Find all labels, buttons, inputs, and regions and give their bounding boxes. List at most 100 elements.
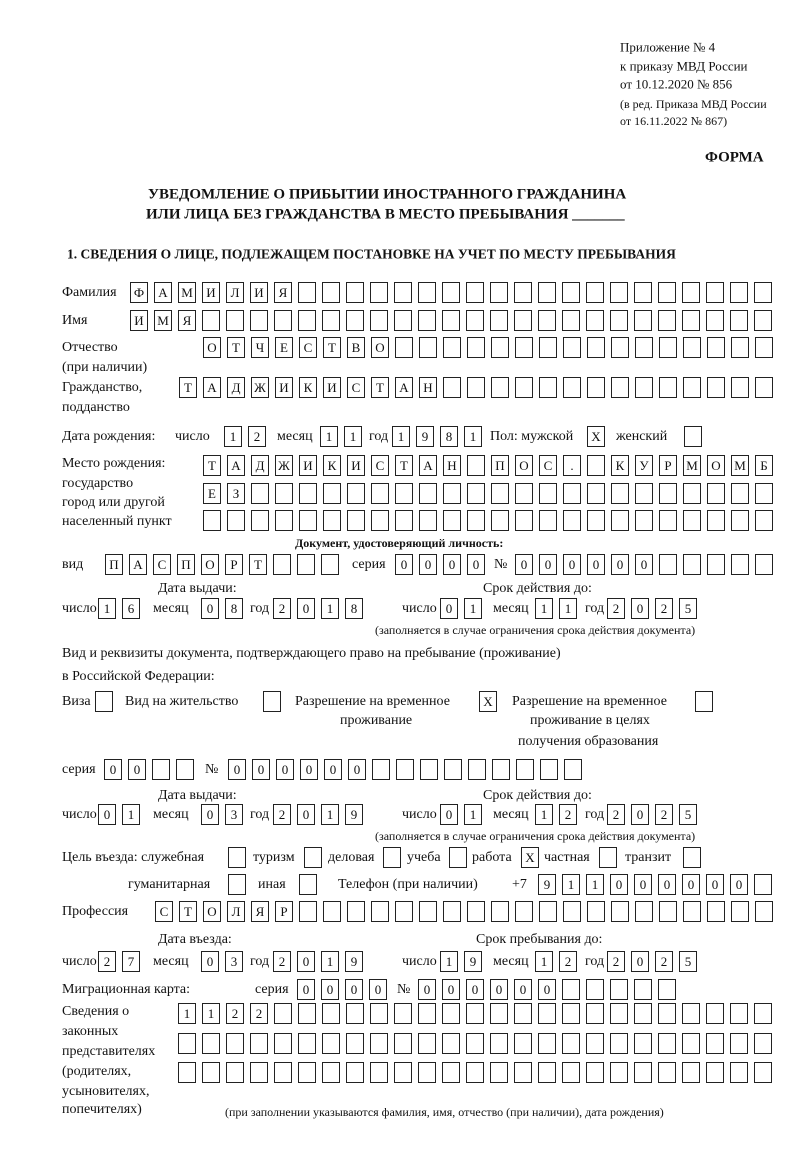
checkbox[interactable] xyxy=(263,691,281,712)
char-cell[interactable] xyxy=(490,310,508,331)
char-cell[interactable]: 1 xyxy=(464,804,482,825)
char-cell[interactable]: Н xyxy=(443,455,461,476)
char-cell[interactable]: Т xyxy=(249,554,267,575)
char-cell[interactable] xyxy=(635,901,653,922)
char-cell[interactable]: Т xyxy=(179,901,197,922)
char-cell[interactable] xyxy=(322,1003,340,1024)
char-cell[interactable]: 1 xyxy=(202,1003,220,1024)
char-cell[interactable]: Ф xyxy=(130,282,148,303)
char-cell[interactable] xyxy=(611,337,629,358)
char-cell[interactable] xyxy=(707,901,725,922)
char-cell[interactable]: 0 xyxy=(539,554,557,575)
char-cell[interactable] xyxy=(539,483,557,504)
char-cell[interactable] xyxy=(273,554,291,575)
char-cell[interactable] xyxy=(658,282,676,303)
char-cell[interactable]: И xyxy=(347,455,365,476)
char-cell[interactable]: 1 xyxy=(224,426,242,447)
char-cell[interactable] xyxy=(370,1033,388,1054)
char-cell[interactable] xyxy=(707,510,725,531)
char-cell[interactable]: 3 xyxy=(225,804,243,825)
char-cell[interactable] xyxy=(755,554,773,575)
char-cell[interactable] xyxy=(491,483,509,504)
char-cell[interactable] xyxy=(347,901,365,922)
char-cell[interactable] xyxy=(754,874,772,895)
char-cell[interactable] xyxy=(682,1003,700,1024)
char-cell[interactable]: 6 xyxy=(122,598,140,619)
char-cell[interactable] xyxy=(274,1003,292,1024)
char-cell[interactable]: 0 xyxy=(490,979,508,1000)
char-cell[interactable]: К xyxy=(299,377,317,398)
checkbox[interactable]: X xyxy=(521,847,539,868)
char-cell[interactable]: Е xyxy=(203,483,221,504)
char-cell[interactable] xyxy=(442,1062,460,1083)
char-cell[interactable]: Я xyxy=(178,310,196,331)
char-cell[interactable] xyxy=(250,1062,268,1083)
char-cell[interactable] xyxy=(538,1062,556,1083)
char-cell[interactable] xyxy=(322,1062,340,1083)
char-cell[interactable]: Ж xyxy=(275,455,293,476)
checkbox[interactable] xyxy=(695,691,713,712)
char-cell[interactable]: Р xyxy=(659,455,677,476)
char-cell[interactable] xyxy=(562,282,580,303)
char-cell[interactable] xyxy=(346,1033,364,1054)
char-cell[interactable] xyxy=(562,310,580,331)
char-cell[interactable] xyxy=(371,901,389,922)
char-cell[interactable]: 3 xyxy=(225,951,243,972)
char-cell[interactable] xyxy=(298,1033,316,1054)
char-cell[interactable]: 0 xyxy=(466,979,484,1000)
char-cell[interactable] xyxy=(587,483,605,504)
char-cell[interactable]: В xyxy=(347,337,365,358)
char-cell[interactable]: 1 xyxy=(586,874,604,895)
char-cell[interactable] xyxy=(587,510,605,531)
char-cell[interactable] xyxy=(442,1003,460,1024)
char-cell[interactable]: 2 xyxy=(98,951,116,972)
char-cell[interactable] xyxy=(370,1062,388,1083)
char-cell[interactable] xyxy=(562,979,580,1000)
char-cell[interactable] xyxy=(659,554,677,575)
char-cell[interactable] xyxy=(587,377,605,398)
char-cell[interactable] xyxy=(298,1062,316,1083)
char-cell[interactable] xyxy=(755,337,773,358)
char-cell[interactable]: Т xyxy=(179,377,197,398)
char-cell[interactable] xyxy=(466,1003,484,1024)
char-cell[interactable] xyxy=(658,310,676,331)
char-cell[interactable] xyxy=(587,455,605,476)
char-cell[interactable] xyxy=(394,1033,412,1054)
char-cell[interactable]: 1 xyxy=(562,874,580,895)
char-cell[interactable]: У xyxy=(635,455,653,476)
char-cell[interactable]: 0 xyxy=(730,874,748,895)
char-cell[interactable]: 0 xyxy=(297,951,315,972)
char-cell[interactable] xyxy=(707,337,725,358)
char-cell[interactable]: 0 xyxy=(514,979,532,1000)
char-cell[interactable] xyxy=(299,901,317,922)
char-cell[interactable] xyxy=(322,1033,340,1054)
checkbox[interactable] xyxy=(228,874,246,895)
char-cell[interactable]: 0 xyxy=(443,554,461,575)
char-cell[interactable]: О xyxy=(201,554,219,575)
char-cell[interactable] xyxy=(515,483,533,504)
char-cell[interactable] xyxy=(634,310,652,331)
char-cell[interactable]: 0 xyxy=(252,759,270,780)
char-cell[interactable] xyxy=(444,759,462,780)
char-cell[interactable] xyxy=(658,1062,676,1083)
char-cell[interactable] xyxy=(563,510,581,531)
char-cell[interactable] xyxy=(178,1062,196,1083)
char-cell[interactable]: 0 xyxy=(631,951,649,972)
char-cell[interactable] xyxy=(682,282,700,303)
char-cell[interactable] xyxy=(419,901,437,922)
char-cell[interactable] xyxy=(610,282,628,303)
char-cell[interactable]: 0 xyxy=(419,554,437,575)
char-cell[interactable] xyxy=(226,310,244,331)
char-cell[interactable]: 0 xyxy=(321,979,339,1000)
char-cell[interactable] xyxy=(323,483,341,504)
char-cell[interactable] xyxy=(563,377,581,398)
char-cell[interactable] xyxy=(370,282,388,303)
char-cell[interactable] xyxy=(395,483,413,504)
char-cell[interactable]: 2 xyxy=(273,804,291,825)
char-cell[interactable] xyxy=(538,282,556,303)
char-cell[interactable]: О xyxy=(707,455,725,476)
checkbox[interactable] xyxy=(383,847,401,868)
char-cell[interactable]: Я xyxy=(274,282,292,303)
char-cell[interactable] xyxy=(346,1003,364,1024)
char-cell[interactable]: М xyxy=(683,455,701,476)
